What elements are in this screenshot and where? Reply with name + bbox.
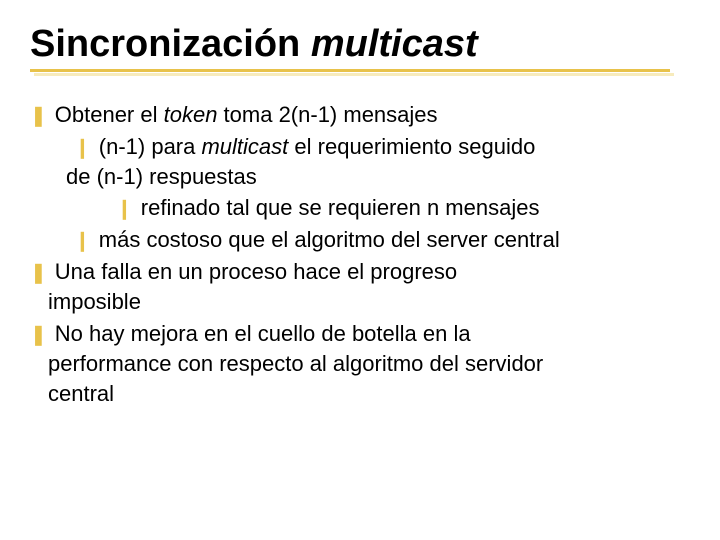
title-text-italic: multicast [311,23,478,65]
title-text-plain: Sincronización [30,23,311,65]
bullet-text: Una falla en un proceso hace el progreso [55,259,457,284]
bullet-text: performance con respecto al algoritmo de… [48,351,543,376]
title-container: Sincronización multicast [30,24,690,72]
bullet-icon: ❙ [74,137,99,159]
title-underline [30,69,670,72]
slide: Sincronización multicast ❚Obtener el tok… [0,0,720,540]
bullet-icon: ❚ [30,262,55,284]
bullet-icon: ❙ [74,230,99,252]
bullet-level1-continuation: performance con respecto al algoritmo de… [48,349,690,379]
bullet-text: toma 2(n-1) mensajes [217,102,437,127]
bullet-icon: ❚ [30,105,55,127]
bullet-level1: ❚No hay mejora en el cuello de botella e… [48,319,690,349]
slide-body: ❚Obtener el token toma 2(n-1) mensajes ❙… [30,100,690,409]
bullet-text-italic: multicast [201,134,294,159]
bullet-text: refinado tal que se requieren n mensajes [141,195,540,220]
bullet-text: Obtener el [55,102,164,127]
bullet-level1: ❚Una falla en un proceso hace el progres… [48,257,690,287]
bullet-text-italic: token [164,102,218,127]
title-underline-shadow [34,73,674,76]
bullet-text: No hay mejora en el cuello de botella en… [55,321,471,346]
bullet-level2: ❙más costoso que el algoritmo del server… [92,225,690,255]
bullet-text: el requerimiento seguido [294,134,535,159]
bullet-level1-continuation: central [48,379,690,409]
bullet-text: (n-1) para [99,134,202,159]
slide-title: Sincronización multicast [30,24,690,66]
bullet-icon: ❙ [116,198,141,220]
bullet-level3: ❙refinado tal que se requieren n mensaje… [134,193,690,223]
bullet-level2-continuation: de (n-1) respuestas [66,162,690,192]
bullet-text: de (n-1) respuestas [66,164,257,189]
bullet-level1-continuation: imposible [48,287,690,317]
bullet-level1: ❚Obtener el token toma 2(n-1) mensajes [48,100,690,130]
bullet-level2: ❙(n-1) para multicast el requerimiento s… [92,132,690,162]
bullet-text: imposible [48,289,141,314]
bullet-icon: ❚ [30,324,55,346]
bullet-text: más costoso que el algoritmo del server … [99,227,560,252]
bullet-text: central [48,381,114,406]
